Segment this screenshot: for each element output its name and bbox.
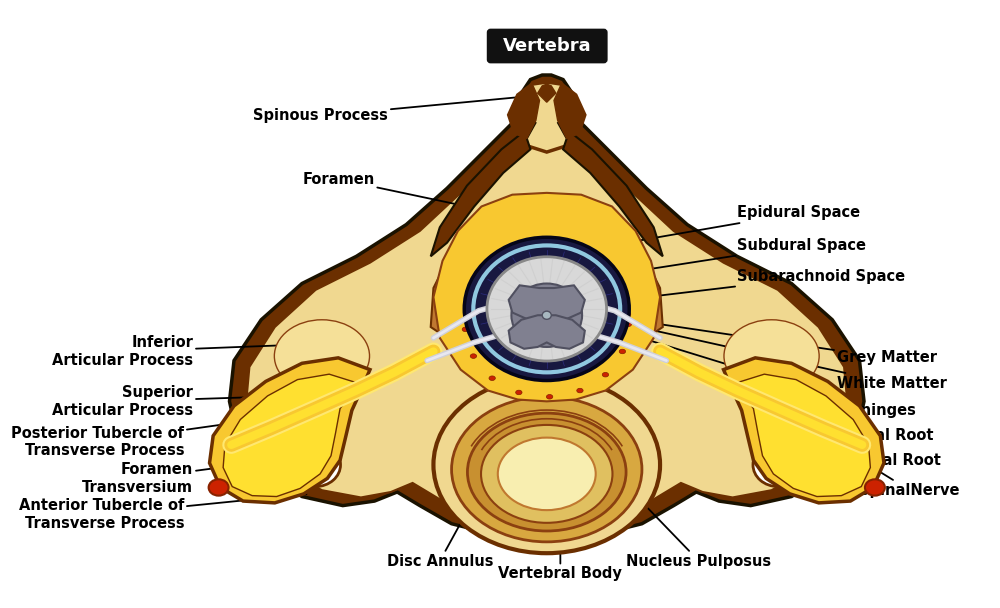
Text: Grey Matter: Grey Matter	[584, 313, 937, 365]
Polygon shape	[431, 252, 472, 338]
Ellipse shape	[865, 479, 885, 496]
Text: Meninges: Meninges	[629, 334, 917, 418]
Ellipse shape	[625, 322, 632, 326]
Ellipse shape	[466, 300, 472, 304]
Text: Vertebra: Vertebra	[502, 37, 591, 55]
Polygon shape	[431, 122, 536, 257]
Text: Spinous Process: Spinous Process	[253, 95, 539, 123]
Text: SpinalNerve: SpinalNerve	[819, 435, 960, 498]
Polygon shape	[433, 193, 660, 401]
Ellipse shape	[505, 258, 512, 263]
Text: Anterior Tubercle of
Transverse Process: Anterior Tubercle of Transverse Process	[19, 494, 306, 531]
Polygon shape	[509, 285, 585, 320]
Text: Vertebral Body: Vertebral Body	[498, 529, 622, 581]
Polygon shape	[229, 75, 864, 536]
Polygon shape	[621, 252, 663, 338]
Ellipse shape	[724, 320, 819, 392]
Text: White Matter: White Matter	[608, 320, 947, 391]
Polygon shape	[509, 315, 585, 349]
Ellipse shape	[624, 312, 631, 317]
Ellipse shape	[481, 275, 487, 280]
Ellipse shape	[209, 479, 229, 496]
Ellipse shape	[619, 349, 626, 354]
Ellipse shape	[535, 250, 541, 254]
Ellipse shape	[274, 320, 370, 392]
Polygon shape	[735, 374, 870, 497]
Ellipse shape	[470, 354, 477, 358]
Text: Foramen
Transversium: Foramen Transversium	[82, 461, 272, 495]
Ellipse shape	[594, 265, 600, 269]
Polygon shape	[724, 358, 884, 503]
Polygon shape	[210, 358, 370, 503]
Ellipse shape	[452, 397, 642, 542]
Ellipse shape	[487, 257, 607, 361]
Text: Subdural Space: Subdural Space	[629, 238, 866, 272]
Ellipse shape	[481, 425, 612, 523]
Ellipse shape	[291, 443, 341, 486]
Text: Posterior Tubercle of
Transverse Process: Posterior Tubercle of Transverse Process	[11, 420, 256, 458]
Polygon shape	[223, 374, 358, 497]
Ellipse shape	[753, 443, 803, 486]
Text: Superior
Articular Process: Superior Articular Process	[52, 385, 346, 418]
Text: Subarachnoid Space: Subarachnoid Space	[627, 269, 905, 300]
Ellipse shape	[516, 390, 522, 395]
Ellipse shape	[755, 416, 837, 473]
Ellipse shape	[462, 327, 469, 331]
Polygon shape	[509, 84, 539, 139]
Text: Inferior
Articular Process: Inferior Articular Process	[52, 335, 354, 368]
Ellipse shape	[602, 373, 609, 377]
Polygon shape	[558, 122, 663, 257]
Polygon shape	[554, 84, 585, 139]
Text: Ventral Root: Ventral Root	[690, 373, 941, 468]
Ellipse shape	[498, 438, 596, 510]
Polygon shape	[246, 87, 848, 523]
Ellipse shape	[257, 416, 338, 473]
Ellipse shape	[566, 252, 572, 257]
Text: Disc Annulus: Disc Annulus	[387, 481, 493, 568]
Ellipse shape	[542, 311, 551, 319]
Ellipse shape	[614, 286, 621, 290]
Ellipse shape	[467, 413, 626, 531]
Polygon shape	[538, 84, 556, 102]
Ellipse shape	[433, 376, 660, 553]
Polygon shape	[509, 82, 585, 152]
Ellipse shape	[546, 395, 553, 399]
Text: Foramen: Foramen	[302, 172, 464, 206]
Ellipse shape	[511, 283, 582, 347]
Ellipse shape	[464, 237, 629, 381]
Text: Nucleus Pulposus: Nucleus Pulposus	[617, 476, 772, 568]
Text: Epidural Space: Epidural Space	[629, 206, 860, 242]
FancyBboxPatch shape	[488, 30, 607, 63]
Ellipse shape	[577, 389, 583, 393]
Ellipse shape	[489, 376, 495, 381]
Text: Dorsal Root: Dorsal Root	[658, 353, 933, 443]
